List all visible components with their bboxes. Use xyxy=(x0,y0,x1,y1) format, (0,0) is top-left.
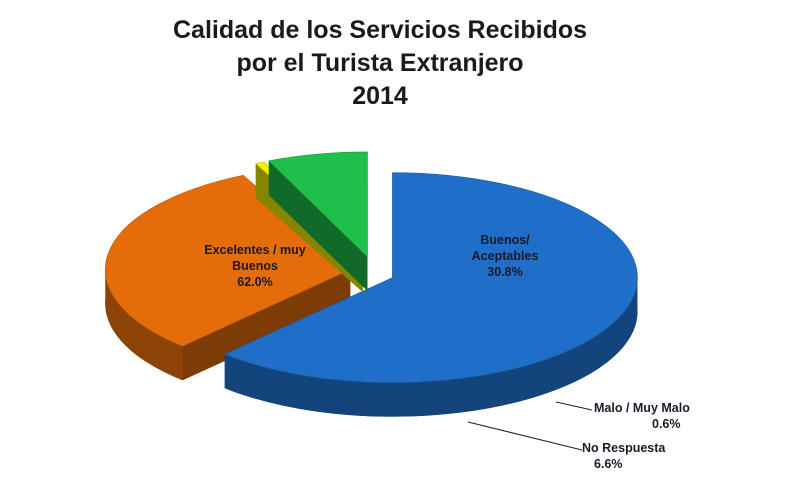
slice xyxy=(268,151,368,258)
slice-side xyxy=(182,269,351,381)
slice-side xyxy=(268,160,368,291)
category-label: Excelentes / muy Buenos xyxy=(204,243,306,273)
slice xyxy=(223,172,638,383)
category-label: Malo / Muy Malo xyxy=(594,401,690,415)
category-label: Buenos/ Aceptables xyxy=(471,233,539,263)
data-label: Buenos/ Aceptables 30.8% xyxy=(455,232,555,280)
value-label: 30.8% xyxy=(487,265,523,279)
data-label: Malo / Muy Malo 0.6% xyxy=(594,400,744,432)
value-label: 6.6% xyxy=(594,457,623,471)
data-label: Excelentes / muy Buenos 62.0% xyxy=(180,242,330,290)
chart-title: Calidad de los Servicios Recibidos por e… xyxy=(0,14,760,113)
slice-wall xyxy=(224,277,638,417)
data-label: No Respuesta 6.6% xyxy=(582,440,682,472)
slice-wall xyxy=(105,269,183,381)
title-line: 2014 xyxy=(352,82,408,110)
value-label: 62.0% xyxy=(237,275,273,289)
value-label: 0.6% xyxy=(652,417,681,431)
leader-line xyxy=(467,421,583,451)
title-line: Calidad de los Servicios Recibidos xyxy=(172,16,588,44)
title-line: por el Turista Extranjero xyxy=(236,49,524,77)
category-label: No Respuesta xyxy=(582,441,666,455)
leader-line xyxy=(555,401,593,411)
